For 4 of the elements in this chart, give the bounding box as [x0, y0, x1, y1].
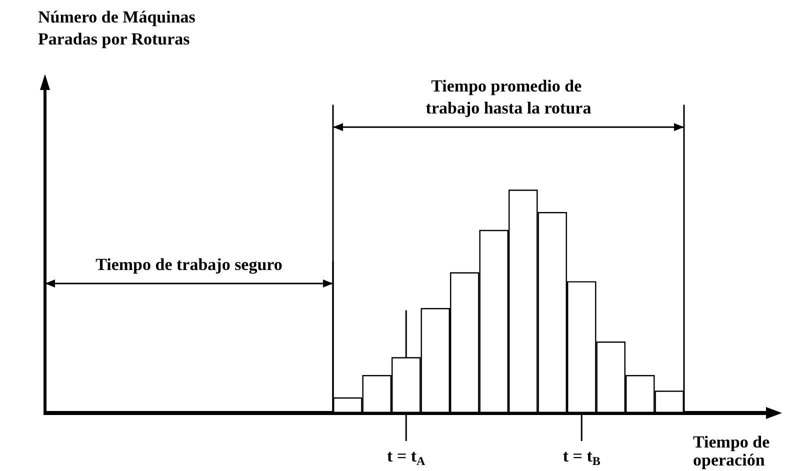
text: Tiempo promedio de trabajo hasta la rotura: [426, 76, 592, 118]
text: Número de Máquinas Paradas por Roturas: [38, 8, 200, 48]
text: Tiempo de trabajo seguro: [96, 254, 282, 274]
x-axis-title: Tiempo de operación: [693, 432, 774, 470]
